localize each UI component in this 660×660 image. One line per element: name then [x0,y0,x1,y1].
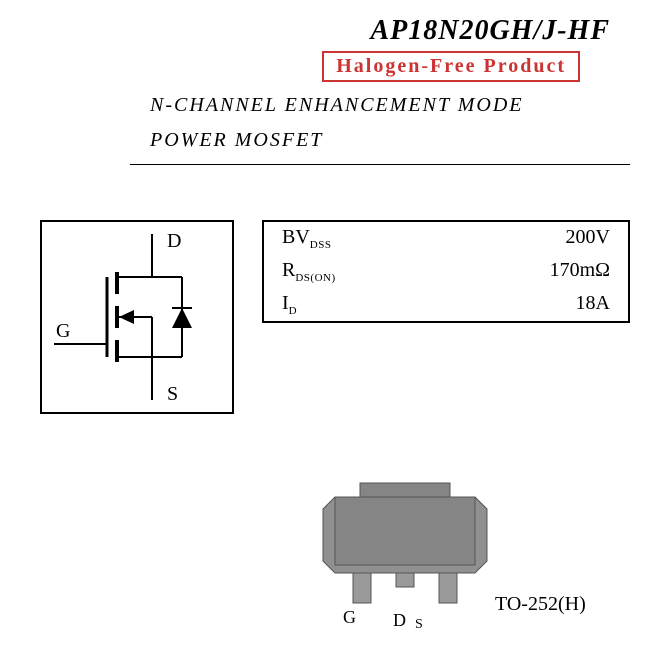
spec-row: RDS(ON) 170mΩ [264,255,628,288]
spec-value: 170mΩ [550,259,610,284]
pin-s-label: S [167,383,178,405]
spec-label: BVDSS [282,226,331,251]
pkg-pin-g: G [343,607,356,628]
pin-d-label: D [167,230,181,252]
halogen-free-badge: Halogen-Free Product [322,51,580,82]
spec-row: BVDSS 200V [264,222,628,255]
spec-table: BVDSS 200V RDS(ON) 170mΩ ID 18A [262,220,630,323]
package-name: TO-252(H) [495,593,586,616]
pkg-pin-d: D [393,610,406,631]
spec-label: RDS(ON) [282,259,336,284]
part-number: AP18N20GH/J-HF [0,15,610,47]
pin-g-label: G [56,320,70,342]
spec-value: 200V [566,226,610,251]
divider [130,164,630,165]
spec-label: ID [282,292,297,317]
subtitle-block: N-CHANNEL ENHANCEMENT MODE POWER MOSFET [150,94,660,152]
mosfet-schematic: D S G [40,220,234,414]
pkg-pin-s: S [415,617,423,633]
spec-value: 18A [576,292,610,317]
package-drawing: G D S TO-252(H) [265,475,605,635]
schematic-svg: D S G [42,222,232,412]
subtitle-line1: N-CHANNEL ENHANCEMENT MODE [150,94,660,117]
subtitle-line2: POWER MOSFET [150,129,660,152]
spec-row: ID 18A [264,288,628,321]
